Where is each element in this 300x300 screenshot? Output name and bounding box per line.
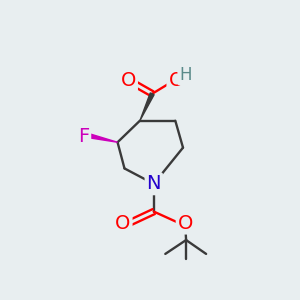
Polygon shape <box>140 93 154 121</box>
Text: O: O <box>178 214 193 232</box>
Text: O: O <box>168 71 184 90</box>
Text: H: H <box>179 65 192 83</box>
Text: O: O <box>115 214 130 232</box>
Text: O: O <box>121 71 136 90</box>
Text: F: F <box>78 127 89 146</box>
Polygon shape <box>90 134 118 142</box>
Text: N: N <box>146 174 161 193</box>
